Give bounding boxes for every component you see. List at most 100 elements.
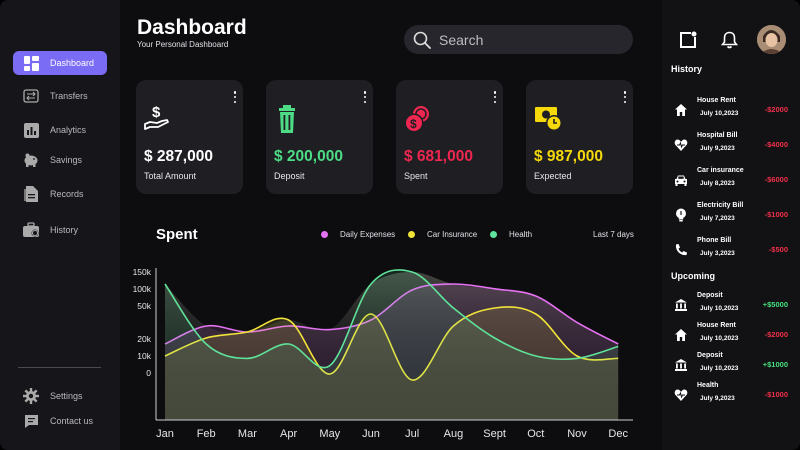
sidebar-item-history[interactable]: History [13,218,107,242]
sidebar-item-label: Analytics [50,125,87,135]
bank-icon [674,298,688,312]
x-tick-label: Sept [483,428,506,440]
avatar-icon [757,25,786,54]
trash-bin-icon [274,104,300,134]
card-deposit[interactable]: $ 200,000 Deposit [266,80,373,194]
sidebar-divider [18,367,101,368]
transaction-date: July 10,2023 [700,110,739,117]
search-bar[interactable] [404,25,633,54]
transaction-date: July 10,2023 [700,365,739,372]
x-tick-label: Nov [567,428,587,440]
card-label: Expected [534,171,572,181]
transaction-row[interactable]: House Rent July 10,2023 -$2000 [662,95,800,125]
history-title: History [671,64,703,74]
transaction-row[interactable]: Health July 9,2023 -$1000 [662,380,800,410]
card-expected[interactable]: $ 987,000 Expected [526,80,633,194]
sidebar-item-label: Records [50,189,84,199]
x-tick-label: Jul [405,428,419,440]
y-tick-label: 50k [137,301,151,311]
transaction-name: Electricity Bill [697,202,744,209]
legend-dot [321,231,328,238]
chat-icon [23,413,39,429]
right-panel: History House Rent July 10,2023 -$2000 Hosp… [662,0,800,450]
y-tick-label: 20k [137,334,151,344]
avatar[interactable] [757,25,786,54]
x-tick-label: Oct [527,428,544,440]
home-icon [674,328,688,342]
transaction-amount: +$1000 [762,360,788,369]
y-tick-label: 100k [133,284,152,294]
y-tick-label: 150k [133,267,152,277]
gear-icon [23,388,39,404]
legend-dot [490,231,497,238]
coins-icon: $ [404,104,430,134]
kebab-menu-icon[interactable] [233,91,237,103]
card-amount: $ 987,000 [534,148,603,165]
search-input[interactable] [439,31,609,48]
card-label: Total Amount [144,171,197,181]
sidebar-item-records[interactable]: Records [13,182,107,206]
y-tick-label: 10k [137,351,151,361]
sidebar-item-label: History [50,225,79,235]
card-total-amount[interactable]: $ $ 287,000 Total Amount [136,80,243,194]
transaction-row[interactable]: House Rent July 10,2023 -$2000 [662,320,800,350]
legend-daily-expenses[interactable]: Daily Expenses [321,230,395,239]
sidebar-item-contact[interactable]: Contact us [13,409,107,433]
sidebar-item-label: Dashboard [50,58,95,68]
legend-label: Car Insurance [427,230,478,239]
kebab-menu-icon[interactable] [493,91,497,103]
transaction-row[interactable]: Electricity Bill July 7,2023 -$1000 [662,200,800,230]
x-tick-label: Mar [238,428,257,440]
transaction-name: Health [697,382,719,389]
x-tick-label: Jan [156,428,174,440]
date-range-selector[interactable]: Last 7 days [593,230,634,239]
transaction-row[interactable]: Deposit July 10,2023 +$1000 [662,350,800,380]
x-tick-label: Feb [197,428,216,440]
sidebar-item-settings[interactable]: Settings [13,384,107,408]
transaction-date: July 9,2023 [700,145,735,152]
legend-health[interactable]: Health [490,230,532,239]
sidebar-item-savings[interactable]: Savings [13,148,107,172]
briefcase-icon [23,222,39,238]
transaction-amount: -$1000 [764,210,788,219]
piggy-bank-icon [23,152,39,168]
heart-icon [674,138,688,152]
x-tick-label: Apr [280,428,297,440]
transaction-date: July 3,2023 [700,250,735,257]
sidebar-item-transfers[interactable]: Transfers [13,84,107,108]
search-icon [413,31,431,49]
bell-icon [721,31,738,48]
transaction-row[interactable]: Deposit July 10,2023 +$5000 [662,290,800,320]
legend-car-insurance[interactable]: Car Insurance [408,230,477,239]
transaction-name: Hospital Bill [697,132,738,139]
hand-dollar-icon: $ [144,104,170,134]
grid-icon [23,55,39,71]
transaction-row[interactable]: Car insurance July 8,2023 -$6000 [662,165,800,195]
new-window-icon [679,31,696,48]
chart-title: Spent [156,226,198,243]
new-window-button[interactable] [673,25,702,54]
kebab-menu-icon[interactable] [363,91,367,103]
transaction-name: House Rent [697,322,736,329]
bar-chart-icon [23,122,39,138]
series-line-0 [164,283,619,345]
sidebar-item-dashboard[interactable]: Dashboard [13,51,107,75]
transaction-row[interactable]: Phone Bill July 3,2023 -$500 [662,235,800,265]
card-spent[interactable]: $ $ 681,000 Spent [396,80,503,194]
transaction-amount: -$6000 [764,175,788,184]
transaction-date: July 9,2023 [700,395,735,402]
transaction-name: House Rent [697,97,736,104]
home-icon [674,103,688,117]
transaction-name: Deposit [697,352,723,359]
sidebar-item-analytics[interactable]: Analytics [13,118,107,142]
transaction-amount: -$2000 [764,330,788,339]
x-tick-label: Jun [362,428,380,440]
notification-button[interactable] [715,25,744,54]
series-area-2 [165,269,619,420]
kebab-menu-icon[interactable] [623,91,627,103]
transaction-date: July 7,2023 [700,215,735,222]
card-label: Spent [404,171,428,181]
transaction-amount: -$4000 [764,140,788,149]
card-label: Deposit [274,171,305,181]
transaction-row[interactable]: Hospital Bill July 9,2023 -$4000 [662,130,800,160]
